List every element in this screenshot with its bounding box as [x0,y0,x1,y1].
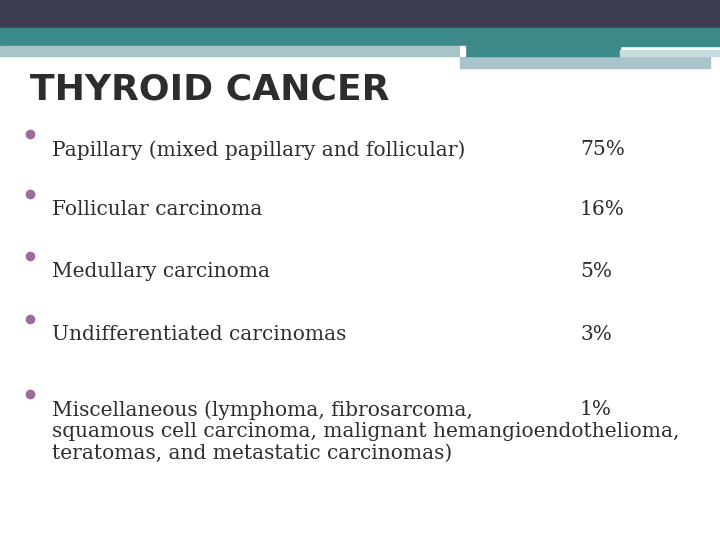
Text: teratomas, and metastatic carcinomas): teratomas, and metastatic carcinomas) [52,444,452,463]
Bar [460,56,710,68]
Text: Papillary (mixed papillary and follicular): Papillary (mixed papillary and follicula… [52,140,465,160]
Text: squamous cell carcinoma, malignant hemangioendothelioma,: squamous cell carcinoma, malignant heman… [52,422,680,441]
Text: 5%: 5% [580,262,612,281]
Text: 16%: 16% [580,200,625,219]
Bar [460,46,465,56]
Text: 1%: 1% [580,400,612,419]
Bar [460,46,620,56]
Bar [620,50,720,56]
Text: THYROID CANCER: THYROID CANCER [30,72,390,106]
Text: Miscellaneous (lymphoma, fibrosarcoma,: Miscellaneous (lymphoma, fibrosarcoma, [52,400,473,420]
Bar [0,0,720,28]
Text: Undifferentiated carcinomas: Undifferentiated carcinomas [52,325,346,344]
Text: Follicular carcinoma: Follicular carcinoma [52,200,262,219]
Text: 75%: 75% [580,140,625,159]
Text: 3%: 3% [580,325,612,344]
Text: Medullary carcinoma: Medullary carcinoma [52,262,270,281]
Bar [0,28,720,46]
Bar [0,46,460,56]
